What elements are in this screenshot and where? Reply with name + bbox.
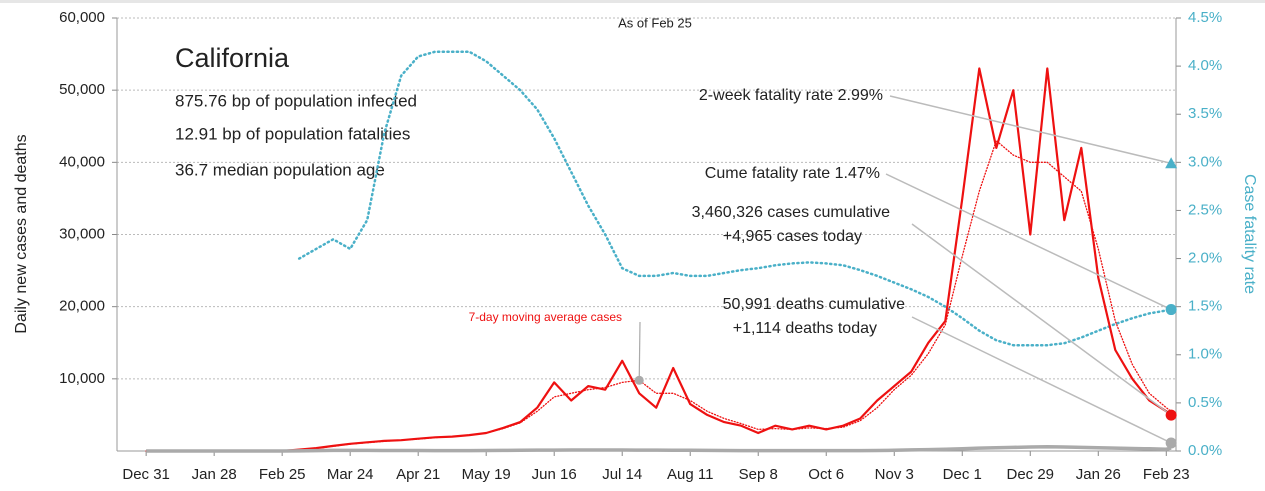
series-label: 7-day moving average cases xyxy=(469,310,622,324)
series-line xyxy=(145,140,1172,452)
annotation-text: 2-week fatality rate 2.99% xyxy=(699,87,883,104)
annotation-text: +1,114 deaths today xyxy=(733,320,877,337)
annotation-text: 3,460,326 cases cumulative xyxy=(692,204,890,221)
x-tick-label: Apr 21 xyxy=(396,466,440,483)
annotation-leader xyxy=(885,173,1172,311)
info-line: 875.76 bp of population infected xyxy=(175,91,417,110)
y-tick-label: 20,000 xyxy=(59,298,105,315)
y2-tick-label: 3.0% xyxy=(1188,153,1222,170)
series-line xyxy=(146,444,1172,453)
label-leader xyxy=(638,321,641,381)
annotation-leader xyxy=(889,95,1172,165)
series-line xyxy=(146,67,1172,453)
y2-tick-label: 3.5% xyxy=(1188,105,1222,122)
annotation-marker xyxy=(1165,437,1177,449)
annotation-marker xyxy=(1165,304,1177,316)
annotation-marker xyxy=(1165,157,1178,169)
y-tick-label: 50,000 xyxy=(59,81,105,98)
top-bar xyxy=(0,0,1265,3)
y-tick-label: 10,000 xyxy=(59,370,105,387)
x-tick-label: Jan 26 xyxy=(1076,466,1121,483)
chart-subtitle: As of Feb 25 xyxy=(618,15,692,30)
y2-tick-label: 4.5% xyxy=(1188,9,1222,26)
y-tick-label: 60,000 xyxy=(59,9,105,26)
x-tick-label: Dec 1 xyxy=(943,466,982,483)
x-tick-label: Jan 28 xyxy=(192,466,237,483)
x-tick-label: Mar 24 xyxy=(327,466,374,483)
y-axis-label: Daily new cases and deaths xyxy=(13,134,30,333)
annotation-leader xyxy=(911,223,1172,416)
x-tick-label: Feb 25 xyxy=(259,466,306,483)
chart-title: California xyxy=(175,43,290,73)
info-line: 36.7 median population age xyxy=(175,160,385,179)
y2-tick-label: 2.0% xyxy=(1188,250,1222,267)
y2-tick-label: 0.5% xyxy=(1188,394,1222,411)
x-tick-label: Dec 31 xyxy=(122,466,170,483)
annotation-text: 50,991 deaths cumulative xyxy=(723,296,905,313)
annotation-text: +4,965 cases today xyxy=(723,228,862,245)
annotation-leader xyxy=(911,316,1172,444)
x-tick-label: May 19 xyxy=(462,466,511,483)
y2-tick-label: 2.5% xyxy=(1188,201,1222,218)
annotation-text: Cume fatality rate 1.47% xyxy=(705,165,880,182)
x-tick-label: Nov 3 xyxy=(875,466,914,483)
y2-tick-label: 0.0% xyxy=(1188,442,1222,459)
x-tick-label: Sep 8 xyxy=(739,466,778,483)
info-line: 12.91 bp of population fatalities xyxy=(175,124,410,143)
y2-axis-label: Case fatality rate xyxy=(1241,174,1258,294)
y-tick-label: 30,000 xyxy=(59,225,105,242)
x-tick-label: Jun 16 xyxy=(532,466,577,483)
x-tick-label: Jul 14 xyxy=(602,466,642,483)
y2-tick-label: 4.0% xyxy=(1188,57,1222,74)
annotation-marker xyxy=(1165,409,1177,421)
label-point xyxy=(634,375,644,385)
x-tick-label: Oct 6 xyxy=(808,466,844,483)
x-tick-label: Dec 29 xyxy=(1007,466,1055,483)
y2-tick-label: 1.5% xyxy=(1188,298,1222,315)
x-tick-label: Aug 11 xyxy=(667,466,713,483)
y2-tick-label: 1.0% xyxy=(1188,346,1222,363)
x-tick-label: Feb 23 xyxy=(1143,466,1190,483)
series-line xyxy=(297,50,1173,347)
y-tick-label: 40,000 xyxy=(59,153,105,170)
